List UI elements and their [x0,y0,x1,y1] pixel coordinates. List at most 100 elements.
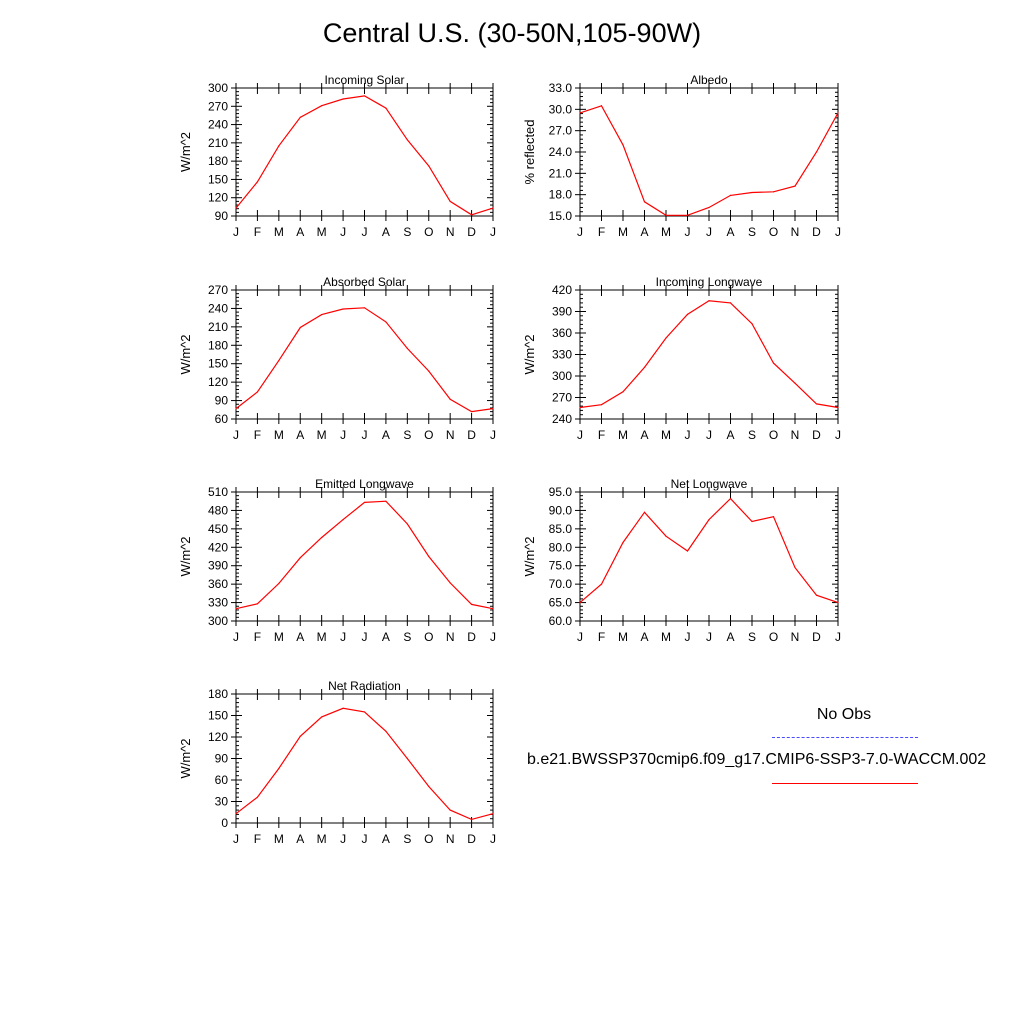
legend-obs-line [772,737,918,738]
emitted-longwave-data-point [321,536,323,539]
net-longwave-data-point [622,541,624,544]
incoming-solar-series-line [235,95,494,216]
emitted-longwave-xtick-label: J [490,630,496,644]
albedo-ylabel: % reflected [522,119,537,184]
albedo-data-point [579,112,581,114]
incoming-longwave-xtick-label: J [685,428,691,442]
emitted-longwave-data-point [492,608,494,610]
incoming-solar-title: Incoming Solar [324,73,404,87]
net-longwave-xtick-label: J [835,630,841,644]
albedo-xtick-label: S [748,225,756,239]
absorbed-solar-ytick-label: 60 [215,412,229,426]
incoming-longwave-data-point [622,391,624,393]
net-radiation-data-point [299,735,301,737]
net-longwave-data-point [643,511,646,513]
net-longwave-data-point [772,516,775,518]
emitted-longwave-xtick-label: M [317,630,327,644]
net-radiation-xtick-label: F [254,832,261,846]
emitted-longwave-xtick-label: M [274,630,284,644]
incoming-longwave-xtick-label: A [726,428,734,442]
net-radiation-ytick-label: 30 [215,795,229,809]
incoming-longwave-title: Incoming Longwave [656,275,763,289]
emitted-longwave-ytick-label: 420 [208,540,228,554]
incoming-longwave-data-point [794,382,796,384]
net-radiation-data-point [470,818,473,821]
net-radiation-data-point [385,730,387,732]
incoming-solar-xtick-label: A [382,225,390,239]
net-radiation-xtick-label: J [490,832,496,846]
absorbed-solar-xtick-label: N [446,428,455,442]
emitted-longwave-xtick-label: J [233,630,239,644]
incoming-solar-ylabel: W/m^2 [178,132,193,172]
net-radiation-xtick-label: J [233,832,239,846]
albedo-ytick-label: 24.0 [549,145,573,159]
albedo-xtick-label: O [769,225,778,239]
incoming-solar-data-point [406,139,408,141]
incoming-longwave-ytick-label: 420 [552,283,572,297]
incoming-longwave-data-point [815,403,818,405]
absorbed-solar-xtick-label: J [233,428,239,442]
emitted-longwave-data-point [363,501,366,504]
absorbed-solar-ytick-label: 150 [208,357,228,371]
net-radiation-xtick-label: O [424,832,433,846]
incoming-solar-xtick-label: S [403,225,411,239]
emitted-longwave-data-point [278,582,280,585]
net-radiation-data-point [449,809,451,811]
emitted-longwave-series-line [235,500,494,610]
incoming-longwave-ytick-label: 270 [552,391,572,405]
incoming-solar-ytick-label: 90 [215,209,229,223]
absorbed-solar-data-point [363,307,366,309]
albedo-data-point [665,214,667,216]
emitted-longwave-ytick-label: 300 [208,614,228,628]
albedo-xtick-label: J [577,225,583,239]
absorbed-solar-data-point [299,326,301,329]
net-longwave-series-line [579,497,839,604]
albedo-ytick-label: 18.0 [549,188,573,202]
incoming-longwave-xtick-label: D [812,428,821,442]
emitted-longwave-ytick-label: 390 [208,559,228,573]
absorbed-solar-ytick-label: 210 [208,320,228,334]
incoming-solar-xtick-label: M [274,225,284,239]
net-longwave-data-point [815,594,818,596]
incoming-longwave-data-point [772,362,775,364]
albedo-xtick-label: A [640,225,648,239]
absorbed-solar-data-point [278,360,280,362]
albedo-xtick-label: D [812,225,821,239]
emitted-longwave-data-point [470,603,473,606]
absorbed-solar-xtick-label: J [340,428,346,442]
incoming-solar-data-point [428,165,430,167]
emitted-longwave-data-point [449,582,451,584]
net-longwave-xtick-label: A [640,630,648,644]
incoming-solar-xtick-label: A [296,225,304,239]
absorbed-solar-data-point [406,347,408,349]
incoming-longwave-ytick-label: 360 [552,326,572,340]
net-longwave-data-point [751,520,753,523]
emitted-longwave-xtick-label: N [446,630,455,644]
incoming-longwave-xtick-label: S [748,428,756,442]
incoming-longwave-ytick-label: 300 [552,369,572,383]
net-radiation-ytick-label: 0 [221,816,228,830]
absorbed-solar-plot-frame [235,289,494,420]
albedo-ytick-label: 21.0 [549,166,573,180]
incoming-longwave-ytick-label: 330 [552,348,572,362]
absorbed-solar-data-point [256,391,259,393]
net-longwave-xtick-label: A [726,630,734,644]
incoming-longwave-data-point [708,300,710,302]
net-radiation-xtick-label: N [446,832,455,846]
incoming-longwave-data-point [729,302,732,304]
incoming-solar-data-point [342,98,344,100]
net-radiation-plot-frame [235,693,494,824]
net-longwave-data-point [794,566,796,569]
net-longwave-data-point [729,498,732,500]
absorbed-solar-series-line [235,307,494,413]
incoming-solar-xtick-label: O [424,225,433,239]
net-longwave-xtick-label: J [706,630,712,644]
emitted-longwave-xtick-label: A [382,630,390,644]
incoming-longwave-series-line [579,300,839,409]
absorbed-solar-xtick-label: M [274,428,284,442]
incoming-solar-xtick-label: J [233,225,239,239]
albedo-data-point [815,151,818,153]
incoming-longwave-data-point [643,366,646,368]
